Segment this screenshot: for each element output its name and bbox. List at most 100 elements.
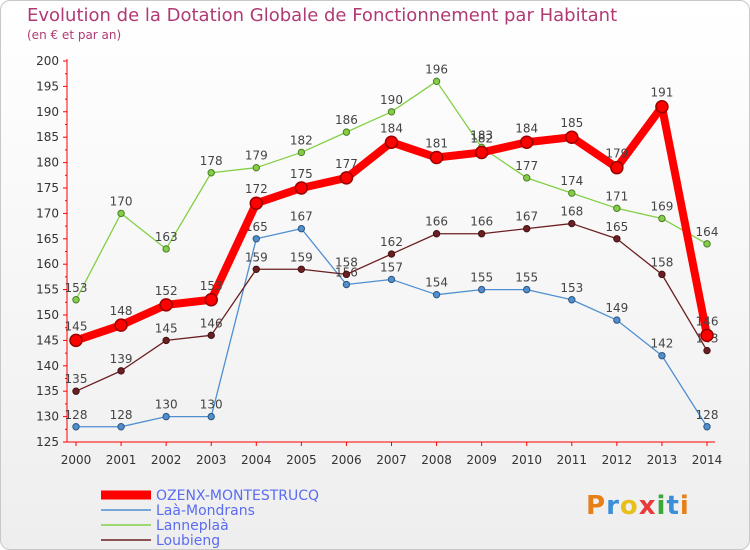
data-label: 172: [245, 182, 268, 196]
data-label: 185: [560, 116, 583, 130]
data-point: [523, 285, 531, 294]
y-tick-label: 150: [36, 308, 59, 322]
x-tick-label: 2013: [647, 453, 678, 467]
y-tick-label: 200: [36, 54, 59, 68]
data-label: 152: [155, 284, 178, 298]
data-label: 166: [470, 215, 493, 229]
data-point: [297, 224, 306, 233]
data-point: [429, 150, 444, 165]
data-point: [384, 135, 399, 150]
data-label: 142: [650, 337, 673, 351]
data-point: [703, 240, 711, 248]
data-label: 177: [335, 157, 358, 171]
data-point: [658, 270, 666, 279]
data-label: 167: [290, 210, 313, 224]
x-tick-label: 2012: [602, 453, 633, 467]
data-label: 167: [515, 210, 538, 224]
logo-letter: r: [606, 491, 620, 521]
y-tick-label: 165: [36, 232, 59, 246]
chart-subtitle: (en € et par an): [27, 28, 122, 42]
data-label: 182: [470, 131, 493, 145]
data-point: [568, 296, 576, 304]
data-label: 154: [425, 276, 448, 290]
data-point: [387, 250, 396, 258]
data-label: 166: [425, 215, 448, 229]
x-tick-label: 2011: [557, 453, 588, 467]
x-tick-label: 2007: [376, 453, 407, 467]
data-label: 174: [560, 174, 583, 188]
data-point: [432, 290, 441, 299]
data-label: 179: [245, 149, 268, 163]
y-tick-label: 175: [36, 181, 59, 195]
data-point: [613, 235, 621, 243]
x-tick-label: 2001: [106, 453, 137, 467]
data-label: 128: [696, 408, 719, 422]
x-tick-label: 2000: [61, 453, 92, 467]
data-label: 169: [650, 199, 673, 213]
x-tick-label: 2009: [466, 453, 497, 467]
data-label: 130: [200, 398, 223, 412]
data-label: 191: [650, 86, 673, 100]
data-label: 153: [200, 279, 223, 293]
logo-letter: t: [666, 491, 680, 521]
legend-label: Laà-Mondrans: [156, 503, 255, 519]
data-label: 135: [65, 372, 88, 386]
data-point: [72, 387, 80, 395]
y-tick-label: 125: [36, 435, 59, 449]
data-label: 186: [335, 113, 358, 127]
y-tick-label: 190: [36, 105, 59, 119]
data-label: 170: [110, 194, 133, 208]
data-label: 157: [380, 260, 403, 274]
data-point: [117, 209, 125, 218]
data-label: 155: [470, 271, 493, 285]
data-point: [69, 333, 83, 348]
data-label: 128: [110, 408, 133, 422]
data-label: 145: [65, 319, 88, 333]
data-point: [162, 336, 170, 345]
data-label: 184: [515, 121, 538, 135]
data-point: [477, 230, 486, 238]
data-label: 146: [696, 314, 719, 328]
data-point: [342, 128, 351, 136]
data-point: [432, 77, 441, 86]
data-point: [658, 214, 666, 223]
data-label: 162: [380, 235, 403, 249]
data-point: [568, 189, 576, 197]
logo-letter: i: [656, 491, 667, 521]
data-label: 148: [110, 304, 133, 318]
x-tick-label: 2010: [511, 453, 542, 467]
data-point: [162, 245, 170, 253]
data-point: [613, 316, 621, 324]
legend-label: OZENX-MONTESTRUCQ: [156, 488, 319, 504]
data-label: 178: [200, 154, 223, 168]
y-tick-label: 130: [36, 410, 59, 424]
data-point: [523, 174, 531, 182]
data-label: 153: [65, 281, 88, 295]
data-label: 130: [155, 398, 178, 412]
logo-letter: i: [679, 491, 690, 521]
logo-letter: P: [586, 491, 607, 521]
data-label: 149: [605, 301, 628, 315]
data-point: [249, 196, 264, 210]
x-tick-label: 2004: [241, 453, 272, 467]
data-point: [523, 224, 531, 233]
data-point: [207, 412, 215, 421]
data-label: 145: [155, 321, 178, 335]
y-tick-label: 145: [36, 333, 59, 347]
data-point: [610, 160, 624, 175]
data-label: 139: [110, 352, 133, 366]
y-tick-label: 140: [36, 359, 59, 373]
data-point: [297, 265, 306, 273]
data-point: [339, 171, 354, 185]
y-tick-label: 160: [36, 257, 59, 271]
y-tick-label: 185: [36, 130, 59, 144]
data-point: [294, 181, 309, 195]
legend-label: Lanneplaà: [156, 518, 229, 534]
data-label: 179: [605, 147, 628, 161]
data-label: 128: [65, 408, 88, 422]
data-point: [252, 265, 260, 273]
data-point: [387, 108, 396, 116]
data-point: [72, 423, 80, 431]
data-label: 177: [515, 159, 538, 173]
data-point: [72, 296, 80, 304]
